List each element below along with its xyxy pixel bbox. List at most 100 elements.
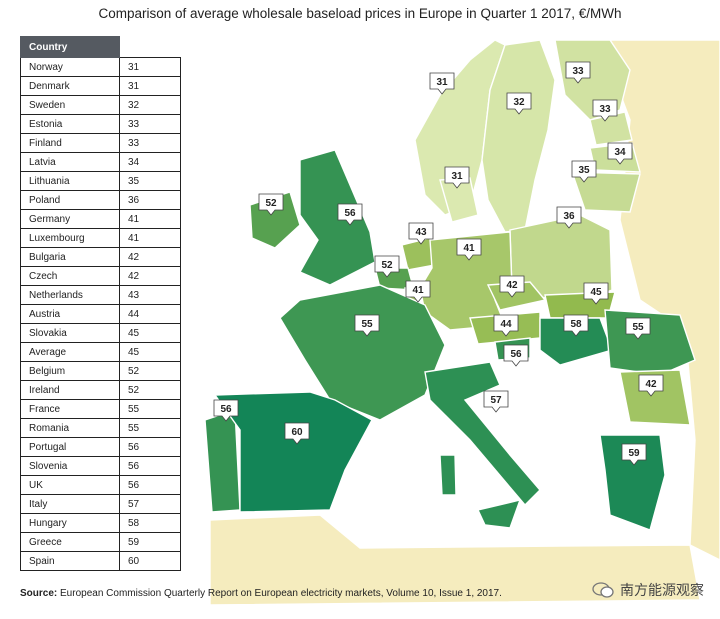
region-uk (299, 149, 376, 286)
price-cell: 52 (119, 361, 181, 381)
map-label-box (503, 344, 529, 367)
map-label-czech: 42 (499, 275, 525, 298)
country-cell: Denmark (20, 76, 120, 96)
country-cell: Germany (20, 209, 120, 229)
table-row: Latvia 34 (20, 152, 181, 172)
country-cell: Sweden (20, 95, 120, 115)
price-cell: 31 (119, 57, 181, 77)
map-label-box (213, 399, 239, 422)
table-row: Italy 57 (20, 494, 181, 514)
price-cell: 35 (119, 171, 181, 191)
map-label-value: 35 (578, 165, 590, 176)
source-text: European Commission Quarterly Report on … (57, 588, 502, 599)
map-label-value: 58 (570, 319, 582, 330)
price-cell: 41 (119, 209, 181, 229)
map-label-box (571, 160, 597, 183)
region-sardinia (439, 454, 457, 496)
map-label-belgium: 52 (374, 255, 400, 278)
table-row: Belgium 52 (20, 361, 181, 381)
map-label-value: 41 (412, 285, 424, 296)
table-row: France 55 (20, 399, 181, 419)
table-row: Sweden 32 (20, 95, 181, 115)
price-cell: 57 (119, 494, 181, 514)
map-label-norway: 31 (429, 72, 455, 95)
country-cell: Finland (20, 133, 120, 153)
table-row: Estonia 33 (20, 114, 181, 134)
region-finland (554, 39, 631, 121)
map-label-spain: 60 (284, 422, 310, 445)
region-bulgaria (619, 369, 691, 426)
country-cell: Spain (20, 551, 120, 571)
table-row: Bulgaria 42 (20, 247, 181, 267)
map-label-poland: 36 (556, 206, 582, 229)
map-label-france: 55 (354, 314, 380, 337)
map-label-bulgaria: 42 (638, 374, 664, 397)
region-bg-south-sea (209, 514, 701, 606)
region-lithuania (571, 171, 641, 213)
map-label-slovakia: 45 (583, 282, 609, 305)
brand-text: 南方能源观察 (620, 582, 704, 598)
region-sweden (481, 39, 556, 233)
map-label-austria: 44 (493, 314, 519, 337)
wechat-icon (592, 582, 614, 598)
price-cell: 44 (119, 304, 181, 324)
country-cell: Ireland (20, 380, 120, 400)
table-row: Czech 42 (20, 266, 181, 286)
map-label-box (408, 222, 434, 245)
price-cell: 43 (119, 285, 181, 305)
map-labels: 31 32 33 33 34 35 31 36 52 56 43 41 52 41 42 45 55 44 58 55… (213, 61, 664, 466)
map-label-box (429, 72, 455, 95)
price-cell: 55 (119, 418, 181, 438)
map-label-box (483, 390, 509, 413)
map-label-value: 33 (572, 66, 584, 77)
country-cell: Italy (20, 494, 120, 514)
map-label-greece: 59 (621, 443, 647, 466)
country-cell: Slovakia (20, 323, 120, 343)
map-label-box (592, 99, 618, 122)
region-sicily (477, 499, 522, 529)
table-row: Netherlands 43 (20, 285, 181, 305)
region-spain (213, 391, 373, 513)
region-france (279, 284, 446, 421)
country-cell: Portugal (20, 437, 120, 457)
map-label-box (405, 280, 431, 303)
map-label-box (493, 314, 519, 337)
map-label-romania: 55 (625, 317, 651, 340)
map-label-box (621, 443, 647, 466)
map-label-box (625, 317, 651, 340)
map-label-box (563, 314, 589, 337)
map-label-box (337, 203, 363, 226)
table-row: Romania 55 (20, 418, 181, 438)
map-label-luxembourg: 41 (405, 280, 431, 303)
map-label-value: 41 (463, 243, 475, 254)
price-cell: 42 (119, 266, 181, 286)
map-label-value: 45 (590, 287, 602, 298)
table-row: Norway 31 (20, 57, 181, 77)
map-label-latvia: 34 (607, 142, 633, 165)
map-label-value: 56 (344, 208, 356, 219)
map-label-germany: 41 (456, 238, 482, 261)
country-cell: Latvia (20, 152, 120, 172)
price-cell: 56 (119, 456, 181, 476)
price-cell: 42 (119, 247, 181, 267)
map-label-value: 34 (614, 147, 626, 158)
price-cell: 60 (119, 551, 181, 571)
map-label-denmark: 31 (444, 166, 470, 189)
price-cell: 52 (119, 380, 181, 400)
map-label-finland: 33 (565, 61, 591, 84)
region-italy (424, 361, 541, 507)
table-row: Austria 44 (20, 304, 181, 324)
map-label-value: 59 (628, 448, 640, 459)
map-label-value: 56 (220, 404, 232, 415)
table-row: Luxembourg 41 (20, 228, 181, 248)
map-label-value: 52 (381, 260, 393, 271)
price-cell: 45 (119, 323, 181, 343)
map-label-box (444, 166, 470, 189)
map-label-netherlands: 43 (408, 222, 434, 245)
map-label-value: 42 (506, 280, 518, 291)
map-label-box (638, 374, 664, 397)
table-row: Ireland 52 (20, 380, 181, 400)
map-label-box (607, 142, 633, 165)
country-cell: UK (20, 475, 120, 495)
